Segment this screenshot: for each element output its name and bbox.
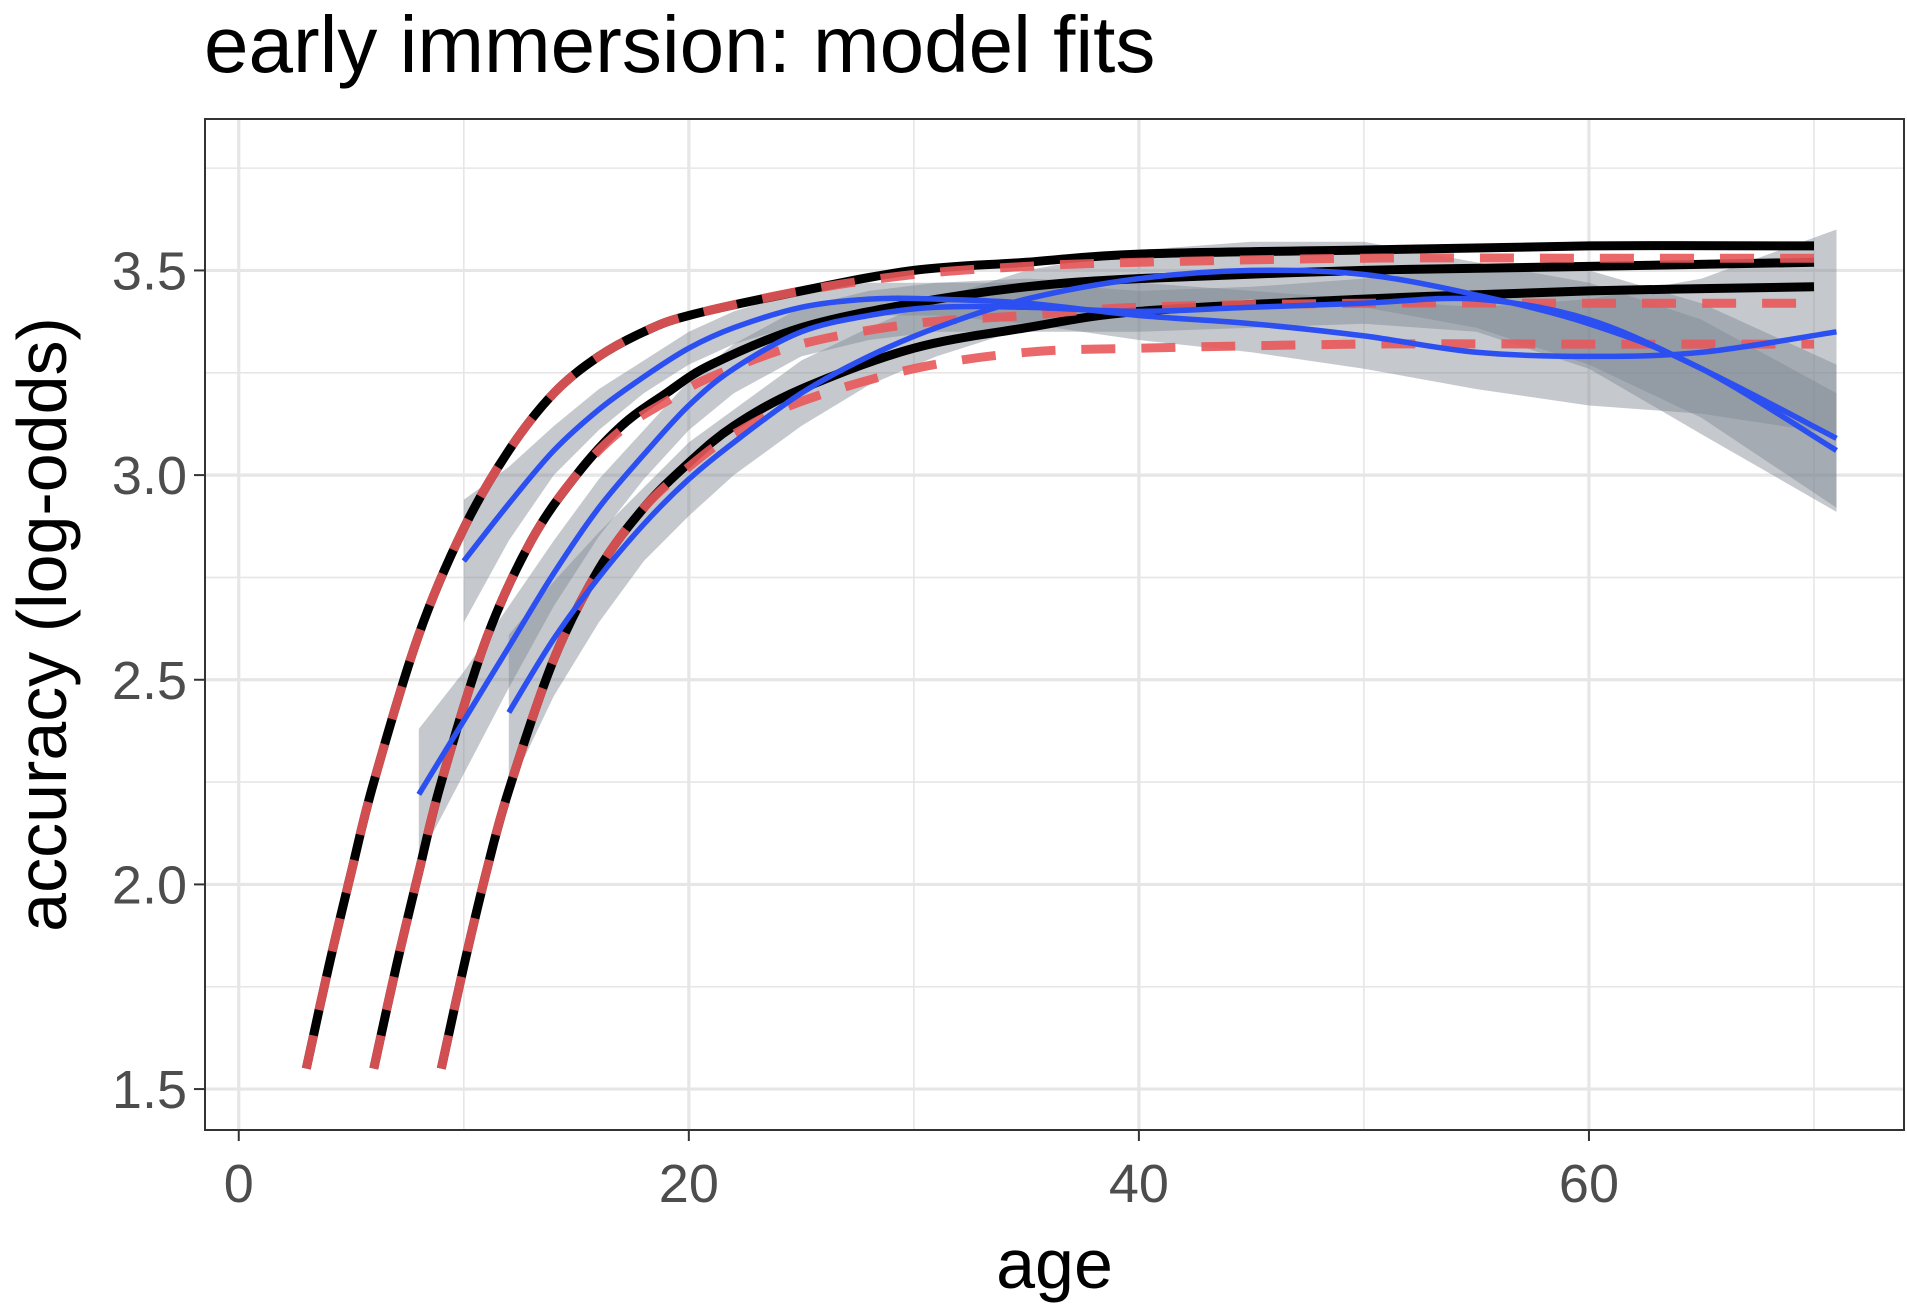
y-tick-label: 3.0 [112,446,187,506]
x-tick-label: 20 [659,1154,719,1214]
x-tick-label: 0 [224,1154,254,1214]
y-axis-ticks: 1.5 2.0 2.5 3.0 3.5 [112,241,205,1120]
chart-title: early immersion: model fits [204,0,1155,89]
confidence-ribbon-3 [508,241,1837,791]
x-axis-ticks: 0 20 40 60 [224,1130,1619,1214]
minor-gridlines [205,119,1904,1130]
plot-panel [204,118,1905,1131]
dashed-fit-line-1 [301,253,1814,1070]
panel-border [204,118,1905,1131]
confidence-ribbon-2 [418,266,1837,860]
smooth-line-3 [506,267,1838,714]
y-tick-label: 1.5 [112,1060,187,1120]
y-tick-label: 2.5 [112,651,187,711]
x-axis-title: age [996,1225,1113,1303]
y-axis-title: accuracy (log-odds) [3,317,81,932]
model-fit-line-2 [369,257,1815,1070]
confidence-ribbons [418,229,1837,860]
y-tick-label: 3.5 [112,241,187,301]
dashed-fit-line-3 [436,339,1814,1070]
x-tick-label: 60 [1559,1154,1619,1214]
x-tick-label: 40 [1109,1154,1169,1214]
smooth-lines [416,267,1838,796]
confidence-ribbon-1 [463,229,1837,623]
y-tick-label: 2.0 [112,855,187,915]
smooth-line-1 [461,295,1837,563]
